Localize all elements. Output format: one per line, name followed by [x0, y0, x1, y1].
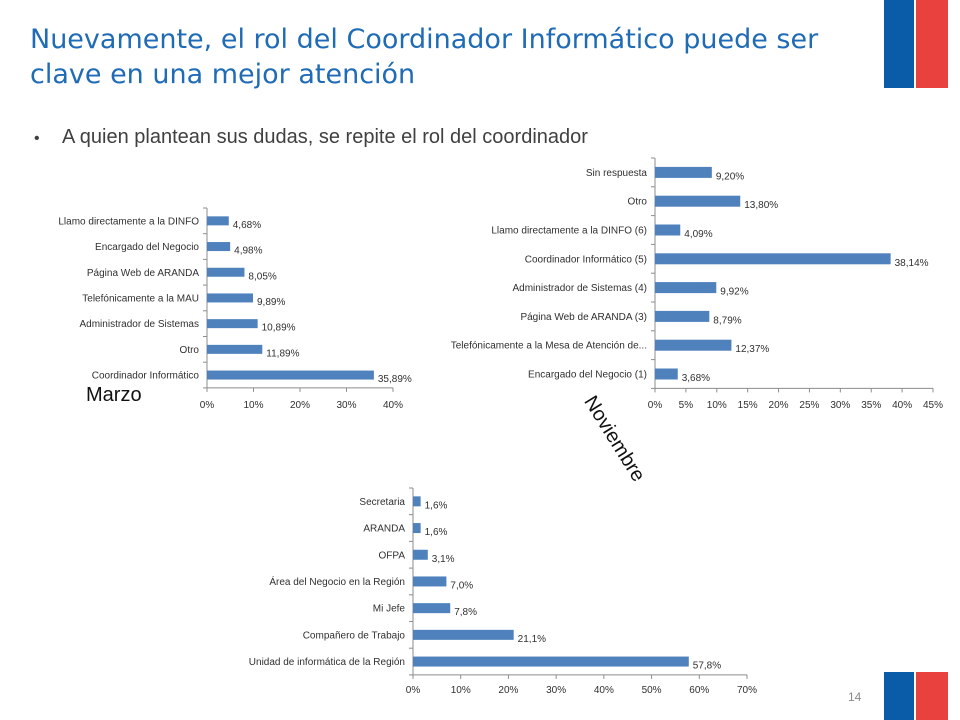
category-label: OFPA	[379, 550, 406, 561]
category-label: Unidad de informática de la Región	[249, 657, 405, 668]
bar	[655, 282, 717, 294]
category-label: Administrador de Sistemas (4)	[513, 283, 648, 294]
category-label: Página Web de ARANDA (3)	[520, 312, 647, 323]
category-label: Secretaria	[359, 497, 405, 508]
data-label: 21,1%	[518, 634, 546, 645]
x-tick-label: 0%	[648, 400, 663, 411]
data-label: 1,6%	[425, 527, 448, 538]
x-tick-label: 5%	[679, 400, 694, 411]
category-label: Encargado del Negocio (1)	[528, 370, 647, 381]
x-tick-label: 40%	[594, 685, 614, 696]
x-tick-label: 50%	[642, 685, 662, 696]
data-label: 9,20%	[716, 171, 744, 182]
bar	[655, 339, 732, 351]
page-number: 14	[848, 690, 862, 704]
x-tick-label: 10%	[451, 685, 471, 696]
category-label: Administrador de Sistemas	[80, 319, 200, 330]
x-tick-label: 20%	[498, 685, 518, 696]
data-label: 3,68%	[682, 373, 710, 384]
category-label: Página Web de ARANDA	[87, 268, 199, 279]
x-tick-label: 10%	[707, 400, 727, 411]
x-tick-label: 20%	[290, 400, 310, 411]
category-label: Encargado del Negocio	[95, 242, 199, 253]
category-label: Sin respuesta	[586, 168, 648, 179]
data-label: 4,09%	[684, 229, 712, 240]
data-label: 9,89%	[257, 297, 285, 308]
category-label: Telefónicamente a la MAU	[82, 293, 199, 304]
bar	[655, 253, 891, 265]
x-tick-label: 40%	[383, 400, 403, 411]
bar	[413, 496, 421, 507]
bar	[413, 629, 514, 640]
bar	[207, 216, 229, 226]
bar	[207, 267, 245, 277]
x-tick-label: 10%	[243, 400, 263, 411]
bar	[413, 576, 447, 587]
category-label: Telefónicamente a la Mesa de Atención de…	[451, 341, 647, 352]
x-tick-label: 30%	[546, 685, 566, 696]
bar	[413, 523, 421, 534]
data-label: 1,6%	[425, 500, 448, 511]
category-label: Coordinador Informático (5)	[525, 254, 647, 265]
data-label: 38,14%	[895, 258, 929, 269]
bar	[207, 319, 258, 329]
bar	[413, 603, 451, 614]
bar	[655, 368, 678, 380]
x-tick-label: 70%	[737, 685, 757, 696]
data-label: 13,80%	[744, 200, 778, 211]
bar	[413, 656, 689, 667]
bar	[655, 166, 712, 178]
bullet-text: A quien plantean sus dudas, se repite el…	[62, 126, 588, 148]
x-tick-label: 15%	[738, 400, 758, 411]
x-tick-label: 25%	[799, 400, 819, 411]
x-tick-label: 40%	[892, 400, 912, 411]
bar	[655, 224, 681, 236]
data-label: 7,0%	[450, 580, 473, 591]
bar	[207, 242, 231, 252]
bar	[655, 195, 741, 207]
x-tick-label: 60%	[689, 685, 709, 696]
x-tick-label: 0%	[200, 400, 215, 411]
bullet-marker: •	[34, 130, 40, 147]
category-label: Área del Negocio en la Región	[269, 575, 405, 588]
category-label: Otro	[628, 197, 648, 208]
data-label: 8,79%	[713, 315, 741, 326]
data-label: 4,98%	[234, 246, 262, 257]
x-tick-label: 20%	[769, 400, 789, 411]
data-label: 10,89%	[262, 323, 296, 334]
x-tick-label: 30%	[830, 400, 850, 411]
bar	[207, 293, 253, 303]
bar	[413, 549, 428, 560]
data-label: 7,8%	[454, 607, 477, 618]
data-label: 9,92%	[720, 287, 748, 298]
bar	[207, 344, 263, 354]
label-marzo: Marzo	[86, 384, 142, 406]
category-label: Llamo directamente a la DINFO (6)	[491, 226, 647, 237]
category-label: Compañero de Trabajo	[303, 630, 406, 641]
category-label: Mi Jefe	[373, 604, 406, 615]
data-label: 3,1%	[432, 554, 455, 565]
data-label: 4,68%	[233, 220, 261, 231]
x-tick-label: 35%	[861, 400, 881, 411]
x-tick-label: 30%	[336, 400, 356, 411]
bar	[655, 310, 710, 322]
data-label: 8,05%	[248, 271, 276, 282]
chile-flag-logo-top	[884, 0, 948, 88]
data-label: 35,89%	[378, 374, 412, 385]
category-label: Otro	[180, 345, 200, 356]
data-label: 11,89%	[266, 348, 299, 359]
chile-flag-logo-bottom	[884, 672, 948, 720]
data-label: 57,8%	[693, 661, 721, 672]
category-label: ARANDA	[363, 524, 405, 535]
x-tick-label: 45%	[923, 400, 943, 411]
data-label: 12,37%	[735, 344, 769, 355]
category-label: Coordinador Informático	[92, 371, 200, 382]
category-label: Llamo directamente a la DINFO	[58, 216, 199, 227]
slide-title: Nuevamente, el rol del Coordinador Infor…	[30, 24, 819, 90]
bar	[207, 370, 374, 380]
x-tick-label: 0%	[406, 685, 421, 696]
